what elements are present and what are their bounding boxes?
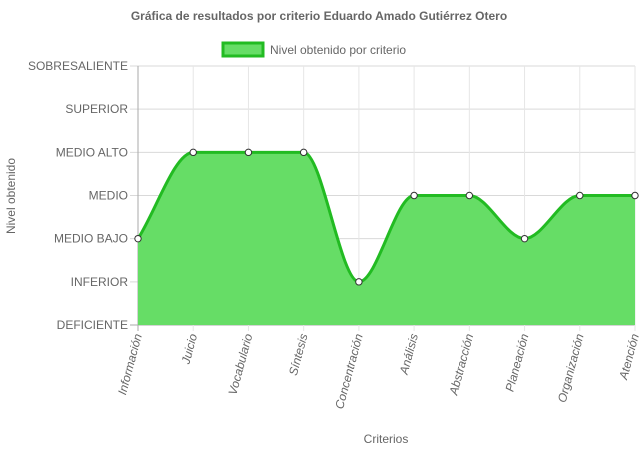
y-axis-title: Nivel obtenido [4, 158, 18, 234]
data-points [134, 148, 639, 286]
x-tick-label: Concentración [332, 332, 366, 411]
y-tick-label: MEDIO ALTO [56, 145, 128, 159]
data-point[interactable] [465, 191, 474, 200]
legend-swatch [221, 41, 265, 58]
x-tick-label: Información [115, 332, 145, 396]
data-point[interactable] [244, 148, 253, 157]
x-tick-label: Síntesis [286, 332, 311, 377]
chart-title: Gráfica de resultados por criterio Eduar… [131, 9, 507, 23]
x-tick-label: Juicio [178, 332, 200, 367]
x-tick-label: Organización [555, 332, 587, 404]
y-tick-label: MEDIO [89, 189, 128, 203]
series-area-fill [138, 152, 635, 325]
y-tick-label: MEDIO BAJO [54, 232, 128, 246]
x-tick-label: Análisis [397, 332, 421, 377]
x-axis-title: Criterios [364, 432, 409, 446]
series-line [136, 150, 635, 284]
x-tick-label: Planeación [503, 332, 532, 393]
series-area-group [136, 150, 635, 325]
data-point[interactable] [189, 148, 197, 157]
y-tick-label: SUPERIOR [65, 102, 128, 116]
data-point[interactable] [410, 191, 418, 200]
data-point[interactable] [520, 234, 529, 243]
y-tick-label: DEFICIENTE [57, 318, 128, 332]
data-point[interactable] [631, 191, 639, 200]
legend[interactable]: Nivel obtenido por criterio [221, 41, 406, 58]
x-axis-ticks: Información Juicio Vocabulario Síntesis Conc… [115, 332, 639, 411]
x-tick-label: Abstracción [446, 332, 476, 397]
x-tick-label: Vocabulario [226, 332, 256, 397]
y-axis-ticks: DEFICIENTE INFERIOR MEDIO BAJO MEDIO MEDIO A… [28, 59, 128, 332]
data-point[interactable] [134, 234, 142, 243]
data-point[interactable] [299, 148, 308, 157]
data-point[interactable] [355, 278, 363, 286]
x-tick-label: Atención [616, 332, 639, 382]
legend-label: Nivel obtenido por criterio [270, 43, 406, 57]
data-point[interactable] [576, 191, 584, 200]
y-tick-label: INFERIOR [71, 275, 129, 289]
y-tick-label: SOBRESALIENTE [28, 59, 128, 73]
